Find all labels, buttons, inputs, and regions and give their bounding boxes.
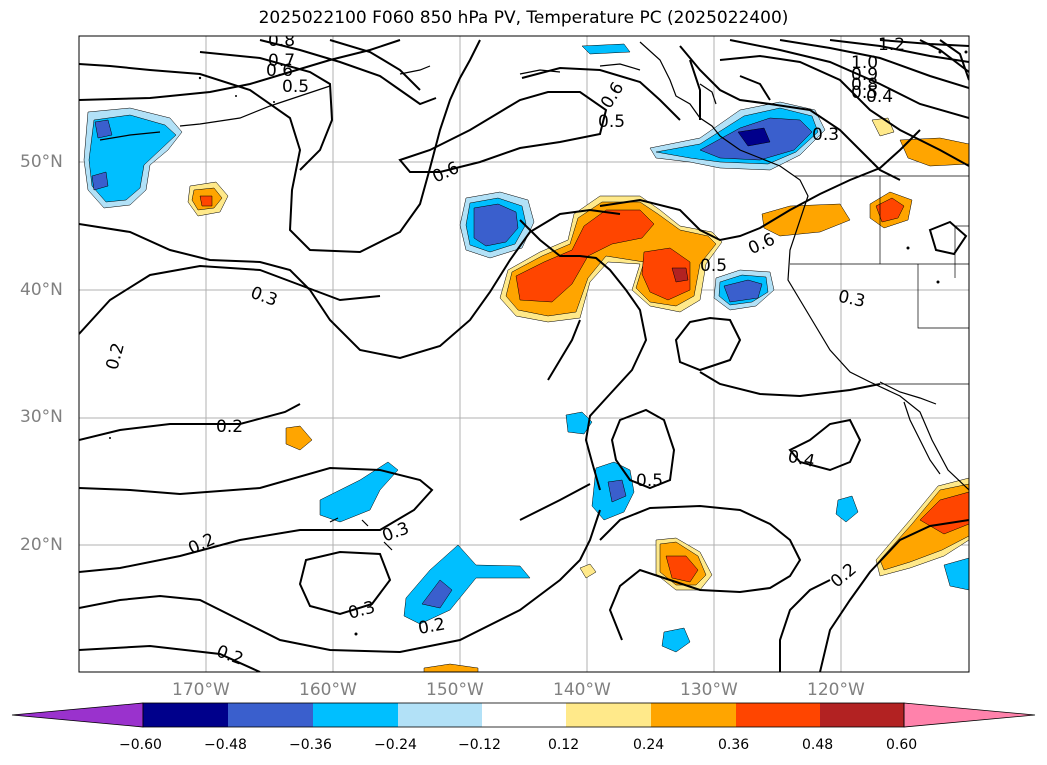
colorbar-segment <box>651 703 736 727</box>
contour-label: 0.9 <box>851 65 878 85</box>
colorbar-label: 0.12 <box>548 737 580 753</box>
pv-contours <box>79 39 969 672</box>
map-border <box>78 35 970 673</box>
lon-tick-label: 150°W <box>426 680 484 700</box>
contour-label: 0.3 <box>812 125 839 145</box>
colorbar-label: −0.12 <box>458 737 501 753</box>
coastlines <box>99 41 969 551</box>
contour-label: 0.5 <box>851 83 878 103</box>
contour-label: 1.0 <box>851 53 878 73</box>
lat-tick-label: 20°N <box>20 535 63 555</box>
political-borders <box>790 175 969 385</box>
colorbar-extend-high <box>903 702 1036 728</box>
colorbar-label: −0.36 <box>289 737 332 753</box>
colorbar-label: 0.60 <box>886 737 918 753</box>
contour-label: 0.5 <box>598 112 625 132</box>
contour-label: 1.2 <box>878 35 905 55</box>
colorbar-segment <box>820 703 904 727</box>
contour-label: 0.5 <box>700 256 727 276</box>
lon-tick-label: 160°W <box>299 680 357 700</box>
colorbar-segment <box>482 703 566 727</box>
colorbar-segment <box>228 703 313 727</box>
colorbar-label: 0.36 <box>718 737 750 753</box>
colorbar <box>11 702 1036 728</box>
contour-label: 0.2 <box>417 615 447 639</box>
colorbar-segment <box>313 703 398 727</box>
contour-label: 0.7 <box>268 51 295 71</box>
colorbar-segment <box>143 703 228 727</box>
lon-tick-label: 130°W <box>680 680 738 700</box>
lat-tick-label: 50°N <box>20 152 63 172</box>
graticule <box>79 36 969 672</box>
contour-label: 0.4 <box>866 87 893 107</box>
lon-tick-label: 170°W <box>172 680 230 700</box>
lat-tick-label: 40°N <box>20 280 63 300</box>
colorbar-extend-low <box>11 702 144 728</box>
colorbar-label: −0.48 <box>204 737 247 753</box>
contour-label: 0.2 <box>216 417 243 437</box>
colorbar-label: 0.24 <box>633 737 665 753</box>
colorbar-border <box>142 702 905 728</box>
contour-label: 0.8 <box>851 75 878 95</box>
islands <box>109 50 968 636</box>
colorbar-label: −0.60 <box>119 737 162 753</box>
negative-anomaly-areas <box>83 43 969 653</box>
contour-label: 0.6 <box>266 61 293 81</box>
map-title: 2025022100 F060 850 hPa PV, Temperature … <box>258 8 789 28</box>
colorbar-label: 0.48 <box>802 737 834 753</box>
contour-label: 0.5 <box>282 77 309 97</box>
contour-label: 0.5 <box>636 471 663 491</box>
contour-labels: 0.8 0.7 0.6 0.5 0.6 0.5 0.6 0.3 1.2 1.0 … <box>103 31 906 670</box>
colorbar-segment <box>736 703 820 727</box>
colorbar-label: −0.24 <box>374 737 417 753</box>
lon-tick-label: 120°W <box>807 680 865 700</box>
colorbar-segment <box>566 703 651 727</box>
lat-tick-label: 30°N <box>20 407 63 427</box>
map-area <box>79 36 969 672</box>
colorbar-segment <box>398 703 482 727</box>
contour-label: 0.8 <box>268 31 295 51</box>
lon-tick-label: 140°W <box>553 680 611 700</box>
